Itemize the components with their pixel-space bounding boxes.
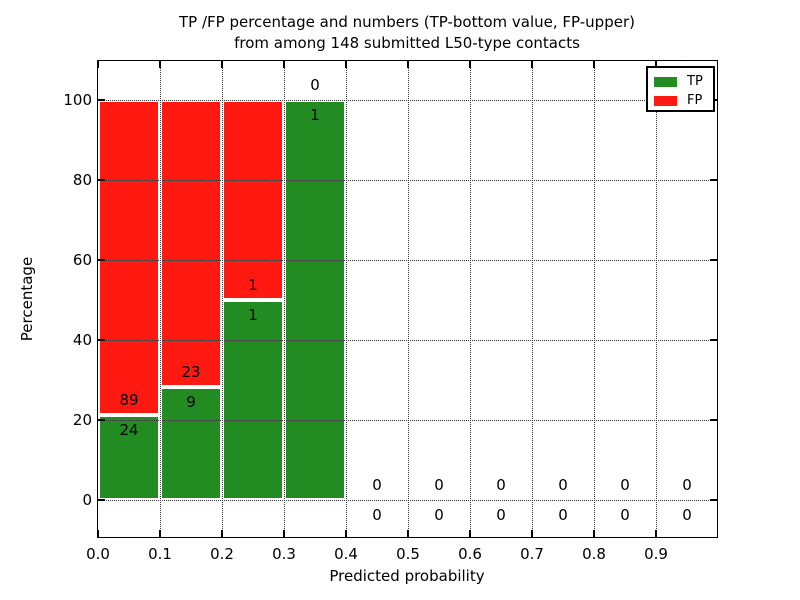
chart-title-line2: from among 148 submitted L50-type contac… [234,34,580,52]
tp-count-label: 24 [119,421,139,440]
x-tick-mark-top [97,61,99,68]
y-tick-label: 40 [72,331,92,349]
y-tick-mark-left [98,179,105,181]
x-tick-label: 0.8 [582,545,606,563]
x-tick-mark-bottom [593,530,595,537]
x-tick-label: 0.6 [458,545,482,563]
tp-count-label: 1 [248,306,258,324]
gridline-vertical [283,61,285,537]
bar-tp-segment [160,387,222,500]
fp-count-label: 0 [310,76,320,94]
x-tick-label: 0.1 [148,545,172,563]
fp-count-label: 0 [496,476,506,494]
x-tick-label: 0.7 [520,545,544,563]
x-tick-mark-bottom [407,530,409,537]
x-tick-label: 0.3 [272,545,296,563]
gridline-vertical [159,61,161,537]
bar-tp-segment [98,415,160,500]
bar-fp-segment [98,100,160,416]
x-tick-mark-top [655,61,657,68]
tp-count-label: 0 [682,506,692,524]
x-tick-mark-bottom [345,530,347,537]
x-tick-mark-top [407,61,409,68]
x-tick-mark-top [221,61,223,68]
bar-fp-segment [222,100,284,300]
x-tick-mark-top [345,61,347,68]
x-axis-label: Predicted probability [329,567,485,585]
x-tick-mark-bottom [159,530,161,537]
tp-color-swatch [654,76,677,87]
x-tick-label: 0.4 [334,545,358,563]
x-tick-label: 0.2 [210,545,234,563]
y-tick-mark-left [98,339,105,341]
gridline-vertical [469,61,471,537]
legend-label-tp: TP [687,73,703,89]
y-tick-mark-right [710,179,717,181]
fp-count-label: 0 [620,476,630,494]
y-axis-label: Percentage [18,256,36,342]
y-tick-mark-left [98,419,105,421]
y-tick-label: 20 [72,411,92,429]
tp-count-label: 0 [372,506,382,524]
bar-tp-segment [222,300,284,500]
y-tick-label: 60 [72,251,92,269]
y-tick-mark-left [98,99,105,101]
chart-title: TP /FP percentage and numbers (TP-bottom… [107,12,707,54]
bar-tp-segment [284,100,346,500]
fp-count-label: 1 [248,276,258,294]
legend-item-fp: FP [654,91,713,110]
x-tick-mark-bottom [531,530,533,537]
fp-color-swatch [654,95,677,106]
y-tick-label: 100 [63,91,92,109]
gridline-vertical [655,61,657,537]
y-tick-mark-right [710,419,717,421]
legend-item-tp: TP [654,72,713,91]
tp-count-label: 9 [186,393,196,412]
tp-count-label: 1 [310,106,320,124]
y-tick-mark-right [710,259,717,261]
x-tick-label: 0.9 [644,545,668,563]
y-tick-mark-left [98,499,105,501]
fp-count-label: 23 [181,363,201,382]
x-tick-mark-top [283,61,285,68]
gridline-vertical [221,61,223,537]
chart-title-line1: TP /FP percentage and numbers (TP-bottom… [179,13,635,31]
fp-count-label: 0 [558,476,568,494]
x-tick-mark-top [531,61,533,68]
legend-label-fp: FP [687,92,703,108]
x-tick-label: 0.0 [86,545,110,563]
tp-count-label: 0 [496,506,506,524]
y-tick-label: 80 [72,171,92,189]
fp-count-label: 89 [119,391,139,410]
tp-count-label: 0 [558,506,568,524]
x-tick-mark-bottom [655,530,657,537]
gridline-vertical [345,61,347,537]
x-tick-label: 0.5 [396,545,420,563]
gridline-vertical [407,61,409,537]
fp-count-label: 0 [372,476,382,494]
x-tick-mark-bottom [283,530,285,537]
x-tick-mark-top [159,61,161,68]
tp-count-label: 0 [620,506,630,524]
y-tick-mark-left [98,259,105,261]
fp-count-label: 0 [682,476,692,494]
bar-fp-segment [160,100,222,388]
y-tick-mark-right [710,499,717,501]
gridline-vertical [531,61,533,537]
x-tick-mark-bottom [469,530,471,537]
gridline-vertical [593,61,595,537]
x-tick-mark-top [593,61,595,68]
tp-count-label: 0 [434,506,444,524]
legend: TP FP [646,66,715,112]
y-tick-label: 0 [82,491,92,509]
y-tick-mark-right [710,339,717,341]
x-tick-mark-bottom [221,530,223,537]
fp-count-label: 0 [434,476,444,494]
x-tick-mark-bottom [97,530,99,537]
x-tick-mark-top [469,61,471,68]
